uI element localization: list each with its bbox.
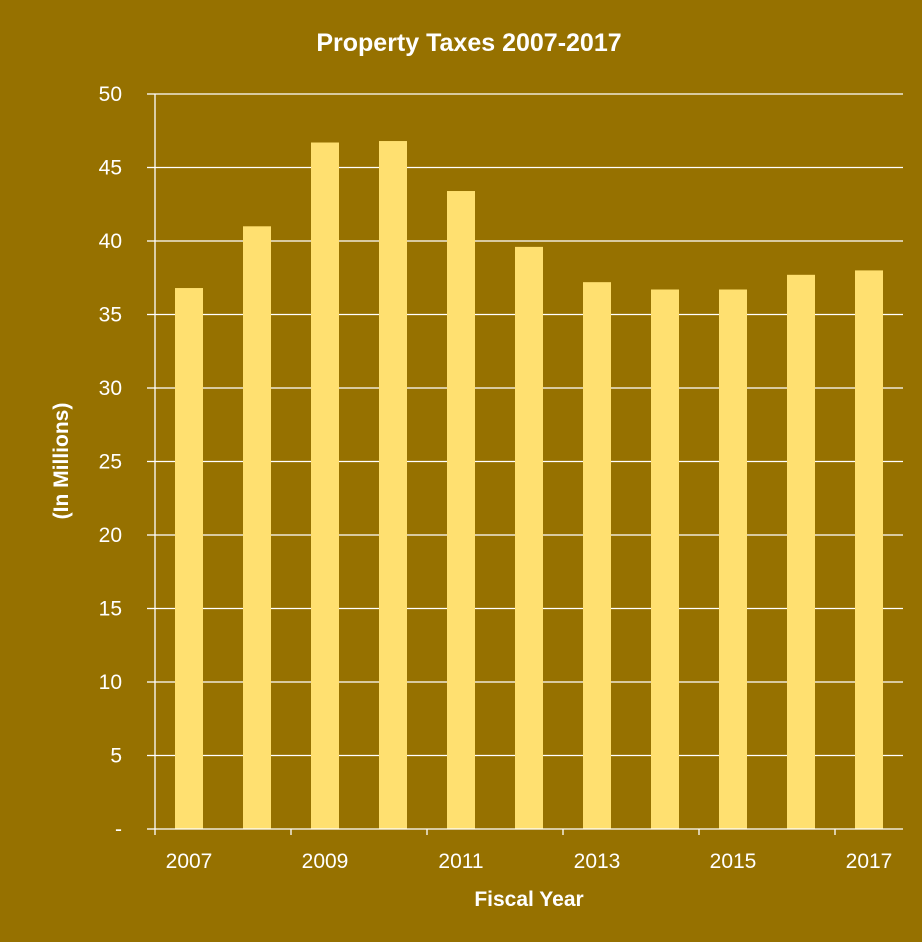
y-tick-label: 25 [99,451,122,474]
bar-2011 [447,191,475,829]
x-axis-title: Fiscal Year [474,888,583,911]
bars [175,141,883,830]
y-tick-label: 15 [99,598,122,621]
y-tick-label: 5 [110,745,122,768]
x-tick-label: 2009 [302,850,349,873]
bar-2015 [719,289,747,829]
x-tick-label: 2011 [438,850,483,873]
chart-title: Property Taxes 2007-2017 [316,29,621,57]
x-tick-label: 2013 [574,850,621,873]
y-tick-label: 50 [99,83,122,106]
y-tick-label: 45 [99,157,122,180]
y-tick-label: 40 [99,230,122,253]
bar-2017 [855,270,883,829]
axes [147,93,903,835]
y-axis-title: (In Millions) [50,403,73,520]
x-tick-labels: 2007 2009 2011 2013 2015 2017 [166,850,893,873]
bar-2012 [515,246,543,829]
bar-2016 [787,274,815,829]
y-tick-label: 35 [99,304,122,327]
bar-2007 [175,288,203,829]
y-tick-label: 10 [99,671,122,694]
y-tick-labels: - 5 10 15 20 25 30 35 40 45 50 [99,83,122,841]
bar-2013 [583,282,611,829]
y-tick-label: 30 [99,377,122,400]
bar-2010 [379,141,407,830]
bar-2009 [311,142,339,829]
bar-2014 [651,289,679,829]
bar-2008 [243,226,271,830]
x-tick-label: 2017 [846,850,893,873]
y-tick-label: - [115,818,122,841]
x-tick-label: 2007 [166,850,213,873]
y-tick-label: 20 [99,524,122,547]
x-tick-label: 2015 [710,850,757,873]
